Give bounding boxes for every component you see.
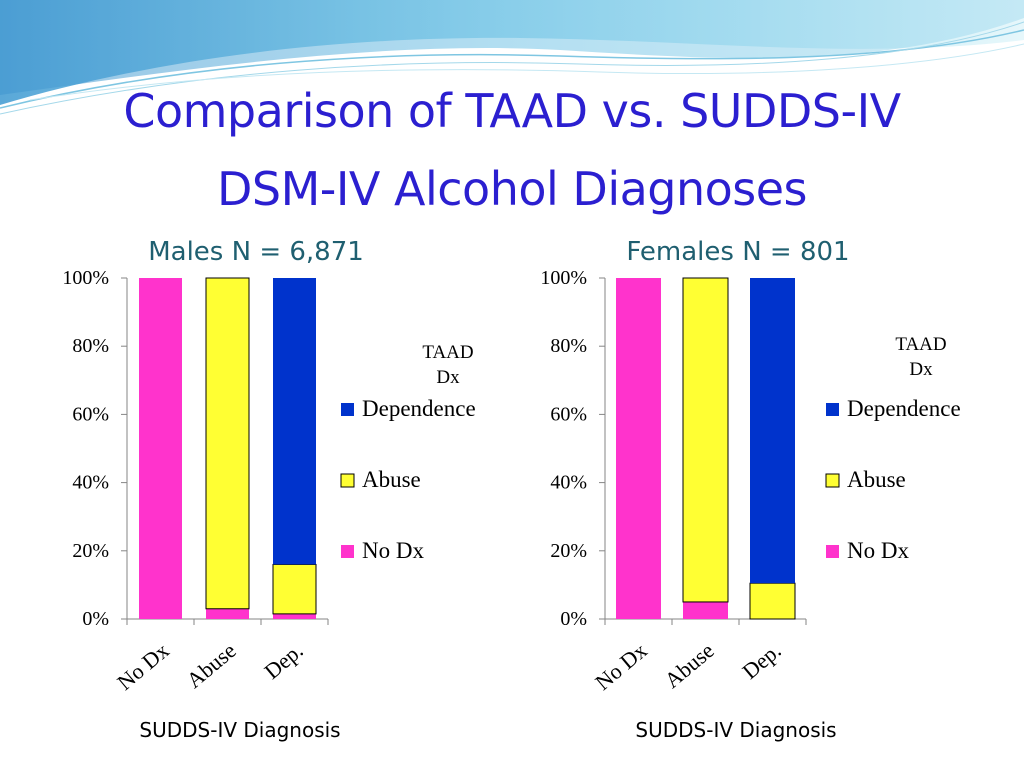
- y-tick-label: 20%: [72, 540, 109, 562]
- bar-abuse: [205, 277, 250, 610]
- legend-label: No Dx: [362, 538, 424, 563]
- y-tick-label: 0%: [82, 608, 109, 630]
- y-tick-label: 60%: [550, 403, 587, 425]
- x-category-label: No Dx: [112, 638, 173, 695]
- bar-abuse: [272, 563, 317, 615]
- legend-label: No Dx: [847, 538, 909, 563]
- bar-no-dx: [683, 601, 728, 619]
- slide-title: Comparison of TAAD vs. SUDDS-IV DSM-IV A…: [0, 72, 1024, 228]
- legend-swatch: [340, 473, 355, 488]
- legend-label: Abuse: [847, 467, 906, 492]
- legend-label: Dependence: [362, 396, 476, 421]
- title-line-1: Comparison of TAAD vs. SUDDS-IV: [123, 84, 901, 138]
- legend-title-line: TAAD: [422, 342, 473, 363]
- legend-title-line: Dx: [436, 367, 460, 388]
- y-tick-label: 40%: [72, 472, 109, 494]
- x-axis-title: SUDDS-IV Diagnosis: [635, 718, 836, 742]
- y-tick-label: 100%: [540, 267, 587, 289]
- header-wave-decoration: [0, 0, 1024, 115]
- legend-title-line: Dx: [909, 359, 933, 380]
- bar-no-dx: [206, 608, 249, 619]
- legend-swatch: [341, 545, 354, 558]
- legend-label: Abuse: [362, 467, 421, 492]
- legend-swatch: [341, 403, 354, 416]
- y-tick-label: 80%: [550, 335, 587, 357]
- x-category-label: Dep.: [259, 638, 307, 684]
- y-tick-label: 80%: [72, 335, 109, 357]
- chart-subtitle: Females N = 801: [626, 237, 849, 267]
- x-category-label: No Dx: [590, 638, 651, 695]
- legend-title: TAAD Dx: [422, 342, 473, 388]
- y-tick-label: 20%: [550, 540, 587, 562]
- bar-dependence: [273, 278, 316, 565]
- bar-abuse: [749, 582, 796, 620]
- legend-swatch: [826, 545, 839, 558]
- bar-no-dx: [139, 278, 182, 619]
- y-tick-label: 60%: [72, 403, 109, 425]
- bar-dependence: [750, 278, 795, 584]
- bar-no-dx: [616, 278, 661, 619]
- x-category-label: Abuse: [182, 638, 241, 693]
- bar-abuse: [682, 277, 729, 603]
- y-tick-label: 100%: [62, 267, 109, 289]
- x-axis-title: SUDDS-IV Diagnosis: [139, 718, 340, 742]
- legend-title: TAAD Dx: [895, 334, 946, 380]
- x-category-label: Abuse: [660, 638, 719, 693]
- chart-subtitle: Males N = 6,871: [148, 237, 364, 267]
- title-line-2: DSM-IV Alcohol Diagnoses: [216, 162, 808, 216]
- legend-title-line: TAAD: [895, 334, 946, 355]
- y-tick-label: 0%: [560, 608, 587, 630]
- y-tick-label: 40%: [550, 472, 587, 494]
- x-category-label: Dep.: [737, 638, 785, 684]
- legend-swatch: [825, 473, 840, 488]
- legend-swatch: [826, 403, 839, 416]
- bar-no-dx: [273, 613, 316, 619]
- legend-label: Dependence: [847, 396, 961, 421]
